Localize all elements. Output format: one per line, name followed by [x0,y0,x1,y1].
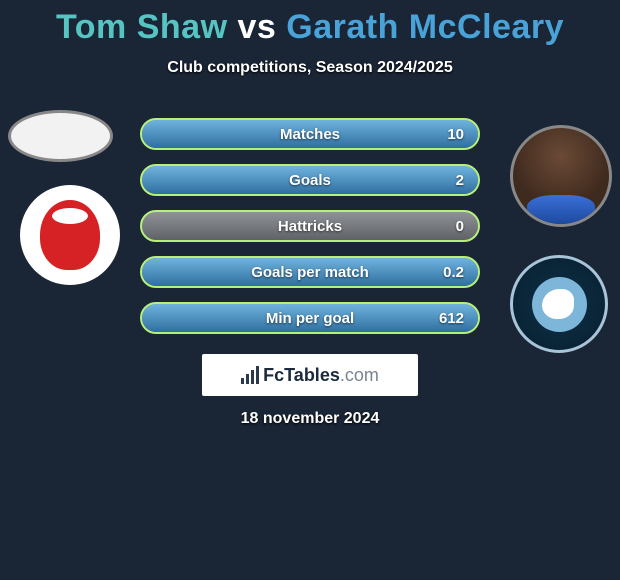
stat-value-right: 2 [456,166,464,194]
lincoln-imp-icon [40,200,100,270]
date-text: 18 november 2024 [0,410,620,428]
player-left-name: Tom Shaw [56,8,228,46]
title-vs: vs [237,8,276,46]
stat-row: Goals per match0.2 [140,256,480,288]
stat-label: Goals per match [142,258,478,286]
club-left-badge [20,185,120,285]
brand-name: FcTables [263,365,340,385]
bars-icon [241,366,259,384]
swan-icon [542,289,574,319]
brand-text: FcTables.com [263,365,379,386]
stat-value-right: 612 [439,304,464,332]
stat-label: Matches [142,120,478,148]
comparison-card: Tom Shaw vs Garath McCleary Club competi… [0,0,620,445]
stat-row: Matches10 [140,118,480,150]
stat-row: Goals2 [140,164,480,196]
stat-row: Hattricks0 [140,210,480,242]
stat-value-right: 10 [447,120,464,148]
player-left-avatar [8,110,113,162]
stats-list: Matches10 Goals2 Hattricks0 Goals per match… [140,118,480,348]
club-right-badge [510,255,608,353]
stat-label: Hattricks [142,212,478,240]
brand-domain: .com [340,365,379,385]
stat-value-right: 0.2 [443,258,464,286]
stat-value-right: 0 [456,212,464,240]
wycombe-inner-icon [532,277,587,332]
player-right-avatar [510,125,612,227]
brand-box[interactable]: FcTables.com [202,354,418,396]
stat-label: Goals [142,166,478,194]
page-title: Tom Shaw vs Garath McCleary [0,0,620,47]
stat-row: Min per goal612 [140,302,480,334]
subtitle: Club competitions, Season 2024/2025 [0,59,620,77]
stat-label: Min per goal [142,304,478,332]
player-right-name: Garath McCleary [286,8,564,46]
